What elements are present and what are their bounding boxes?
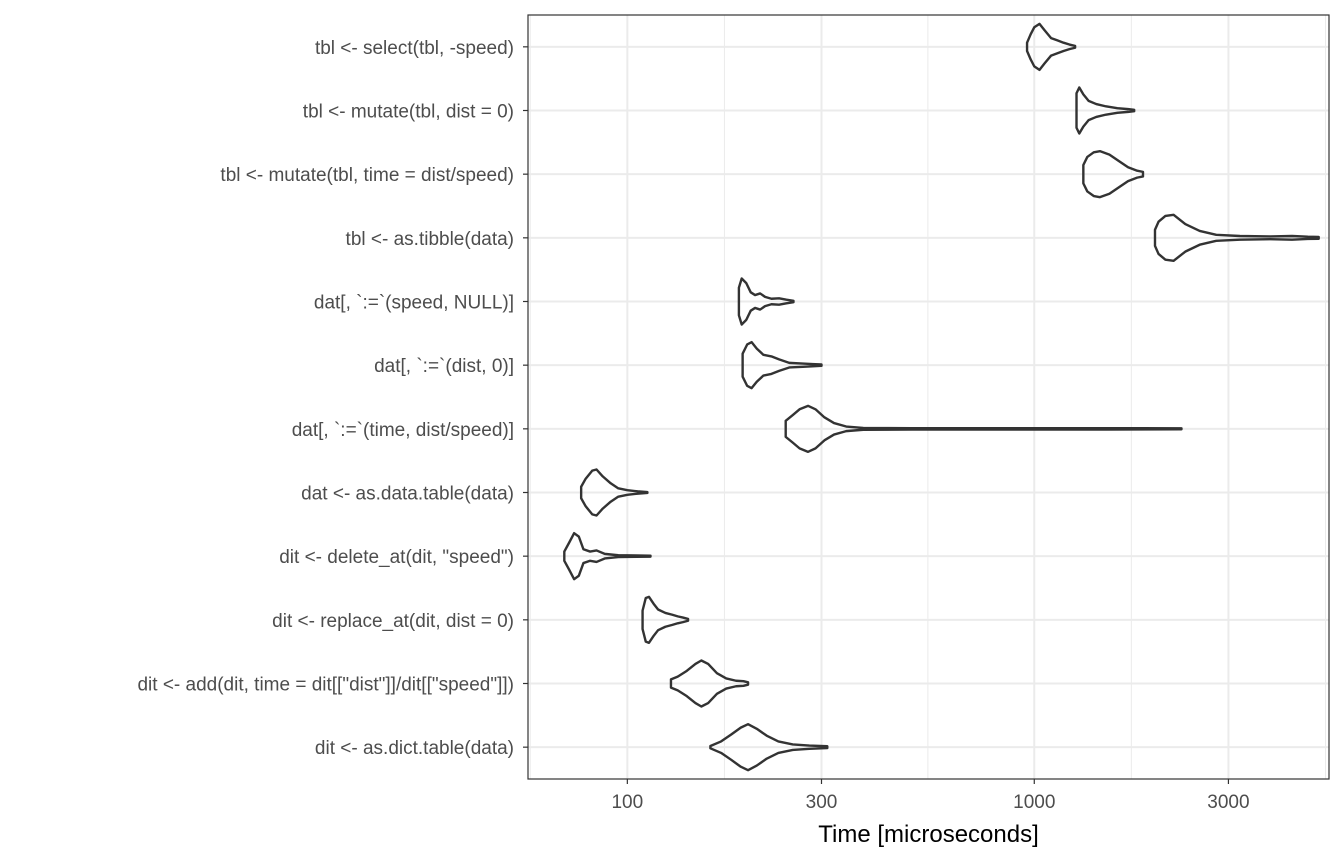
- x-axis-title: Time [microseconds]: [818, 821, 1039, 848]
- violin-shape: [784, 404, 1183, 454]
- y-tick-label: dit <- delete_at(dit, "speed"): [279, 547, 514, 568]
- violin-shape: [1153, 213, 1320, 263]
- y-tick-label: dit <- replace_at(dit, dist = 0): [272, 611, 514, 632]
- y-tick-label: tbl <- mutate(tbl, dist = 0): [303, 102, 514, 123]
- x-tick-label: 1000: [1013, 792, 1055, 813]
- y-axis: tbl <- select(tbl, -speed) tbl <- mutate(…: [137, 38, 528, 759]
- y-tick-label: tbl <- as.tibble(data): [346, 229, 514, 250]
- violin-shape: [709, 722, 829, 772]
- violin-shape: [669, 659, 750, 708]
- y-tick-label: dat[, `:=`(dist, 0)]: [374, 356, 514, 377]
- violin-shape: [1025, 22, 1077, 72]
- violin-shape: [563, 531, 652, 581]
- y-tick-label: dat[, `:=`(speed, NULL)]: [314, 293, 514, 314]
- violin-shape: [737, 277, 795, 326]
- violin-shape: [1082, 149, 1145, 199]
- violin-shape: [641, 595, 690, 645]
- y-tick-label: tbl <- mutate(tbl, time = dist/speed): [220, 165, 514, 186]
- x-tick-label: 300: [806, 792, 838, 813]
- y-tick-label: dit <- as.dict.table(data): [315, 738, 514, 759]
- y-tick-label: tbl <- select(tbl, -speed): [315, 38, 514, 59]
- x-tick-label: 3000: [1207, 792, 1249, 813]
- x-axis: 100 300 1000 3000: [611, 779, 1250, 813]
- y-tick-label: dit <- add(dit, time = dit[["dist"]]/dit…: [137, 675, 514, 696]
- panel-border: [527, 14, 1330, 780]
- violin-shape: [579, 468, 649, 517]
- x-tick-label: 100: [611, 792, 643, 813]
- violin-series: [563, 22, 1320, 772]
- violin-shape: [741, 340, 823, 390]
- y-tick-label: dat[, `:=`(time, dist/speed)]: [292, 420, 514, 441]
- violin-shape: [1075, 86, 1136, 135]
- y-tick-label: dat <- as.data.table(data): [301, 484, 514, 505]
- grid-lines: [528, 15, 1329, 779]
